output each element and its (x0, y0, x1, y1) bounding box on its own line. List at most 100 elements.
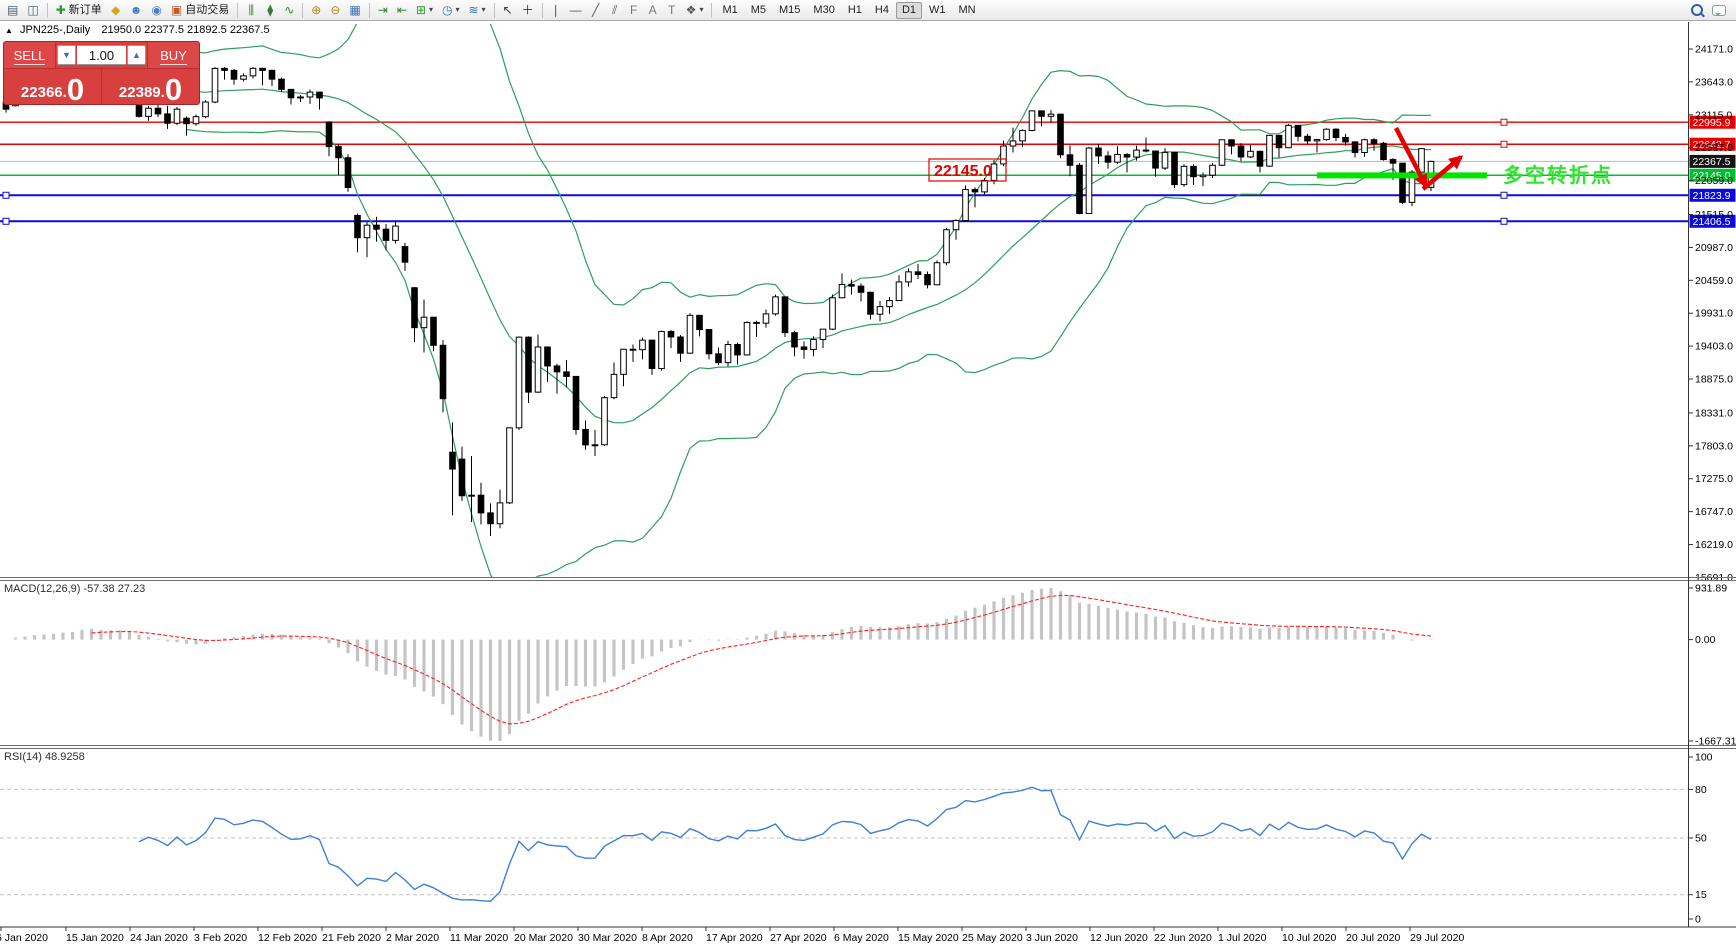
price-note-text[interactable]: 22145.0 (934, 163, 992, 180)
candle-body (477, 494, 485, 514)
candle-body (183, 117, 190, 125)
market-watch-icon[interactable]: ▤ (3, 1, 22, 19)
chat-button[interactable] (1708, 1, 1730, 19)
data-window-icon[interactable]: ◫ (23, 1, 42, 19)
up-arrow[interactable] (1421, 155, 1464, 191)
candle-body (715, 353, 722, 364)
crosshair-icon[interactable]: ＋ (518, 1, 538, 19)
bollinger-upper-band[interactable] (186, 21, 1432, 306)
chart-shift-icon[interactable]: ⇥ (374, 1, 392, 19)
toolbar-separator (493, 2, 495, 18)
toolbar-separator (302, 2, 304, 18)
cursor-icon[interactable]: ↖ (499, 1, 517, 19)
timeframe-m1[interactable]: M1 (716, 2, 743, 19)
line-handle[interactable] (1500, 140, 1508, 148)
support-zone-bar[interactable] (1317, 172, 1487, 179)
indicators-icon[interactable]: ≋ ▾ (464, 1, 489, 19)
market-icon[interactable]: ☻ (126, 1, 147, 19)
buy-price-main: 22389. (118, 84, 165, 101)
candle-body (430, 316, 437, 346)
date-axis-label: 22 Jun 2020 (1154, 932, 1212, 944)
line-handle[interactable] (2, 191, 10, 199)
timeframe-mn[interactable]: MN (953, 2, 982, 19)
text-label-icon: T (668, 3, 676, 17)
auto-scroll-icon[interactable]: ⇤ (393, 1, 411, 19)
timeframe-w1[interactable]: W1 (923, 2, 952, 19)
line-chart-icon[interactable]: ∿ (280, 1, 298, 19)
candle-body (1256, 150, 1264, 167)
volume-increase-button[interactable]: ▲ (127, 45, 146, 65)
market-watch-icon: ▤ (7, 3, 19, 17)
cn-note-text[interactable]: 多空转折点 (1503, 163, 1613, 187)
rsi-axis-label: 80 (1695, 784, 1707, 796)
trendline-icon[interactable]: ╱ (587, 1, 605, 19)
sell-price-big-digit: 0 (66, 71, 85, 105)
horizontal-line-icon[interactable]: — (566, 1, 586, 19)
search-button[interactable] (1687, 1, 1707, 19)
bar-chart-icon[interactable]: ⫼ (242, 1, 260, 19)
line-handle[interactable] (1500, 217, 1508, 225)
line-handle[interactable] (1500, 191, 1508, 199)
bollinger-lower-band[interactable] (186, 128, 1432, 592)
equidistant-channel-icon[interactable]: ⫽ (606, 1, 624, 19)
fibonacci-icon[interactable]: F (625, 1, 643, 19)
volume-decrease-button[interactable]: ▼ (57, 45, 76, 65)
search-icon (1691, 4, 1703, 16)
new-order-button[interactable]: ✚ 新订单 (52, 1, 106, 19)
buy-button[interactable]: BUY (147, 42, 199, 68)
sell-price[interactable]: 22366. 0 (4, 69, 102, 105)
candle-body (610, 373, 618, 399)
dropdown-caret-icon: ▾ (699, 5, 704, 14)
autotrading-button[interactable]: ▣ 自动交易 (167, 1, 233, 19)
cursor-icon: ↖ (502, 3, 513, 17)
text-icon[interactable]: A (644, 1, 662, 19)
volume-input[interactable]: 1.00 (77, 45, 126, 65)
candle-body (800, 346, 808, 350)
timeframe-m15[interactable]: M15 (773, 2, 806, 19)
candle-body (1085, 147, 1093, 215)
price-badge (1689, 168, 1736, 182)
price-axis-label: 16747.0 (1695, 506, 1733, 518)
price-note-box[interactable] (928, 158, 1007, 182)
candle-body (1152, 150, 1159, 169)
new-chart-icon[interactable]: ⊞ ▾ (412, 1, 437, 19)
toolbar-separator (237, 2, 239, 18)
date-axis-label: 20 Jul 2020 (1346, 932, 1400, 944)
bollinger-middle-band[interactable] (186, 88, 1432, 424)
metaeditor-icon[interactable]: ◆ (107, 1, 125, 19)
periods-icon[interactable]: ◷ ▾ (438, 1, 464, 19)
price-axis-label: 23643.0 (1695, 76, 1733, 88)
candle-body (192, 116, 200, 125)
candle-body (990, 163, 998, 181)
vertical-line-icon[interactable]: ❘ (547, 1, 565, 19)
timeframe-m5[interactable]: M5 (745, 2, 772, 19)
candle-body (496, 502, 504, 525)
down-arrow[interactable] (1394, 126, 1428, 189)
new-order-button-label: 新订单 (68, 3, 102, 16)
zoom-in-icon: ⊕ (311, 3, 322, 17)
signals-icon[interactable]: ◉ (147, 1, 165, 19)
buy-price[interactable]: 22389. 0 (102, 69, 199, 104)
candle-body (838, 284, 846, 299)
collapse-triangle-icon[interactable]: ▲ (5, 26, 13, 35)
line-handle[interactable] (1500, 118, 1508, 126)
zoom-out-icon[interactable]: ⊖ (326, 1, 344, 19)
timeframe-h1[interactable]: H1 (842, 2, 868, 19)
tile-windows-icon: ▦ (349, 3, 361, 17)
candle-body (1342, 136, 1349, 143)
sell-button[interactable]: SELL (4, 42, 56, 68)
line-handle[interactable] (2, 217, 10, 225)
timeframe-d1[interactable]: D1 (895, 1, 923, 19)
candle-body (829, 297, 836, 330)
text-label-icon[interactable]: T (663, 1, 681, 19)
candlestick-chart-icon: ⧫ (267, 3, 274, 17)
tile-windows-icon[interactable]: ▦ (345, 1, 364, 19)
candle-body (553, 365, 561, 373)
candle-body (772, 296, 779, 315)
candlestick-chart-icon[interactable]: ⧫ (261, 1, 279, 19)
zoom-in-icon[interactable]: ⊕ (307, 1, 325, 19)
arrows-tool-icon[interactable]: ❖ ▾ (682, 1, 708, 19)
timeframe-m30[interactable]: M30 (807, 2, 840, 19)
timeframe-h4[interactable]: H4 (869, 2, 895, 19)
chart-canvas[interactable]: 22995.9 22642.7 22367.5 22145.0 21823.9 21406… (0, 21, 1736, 946)
